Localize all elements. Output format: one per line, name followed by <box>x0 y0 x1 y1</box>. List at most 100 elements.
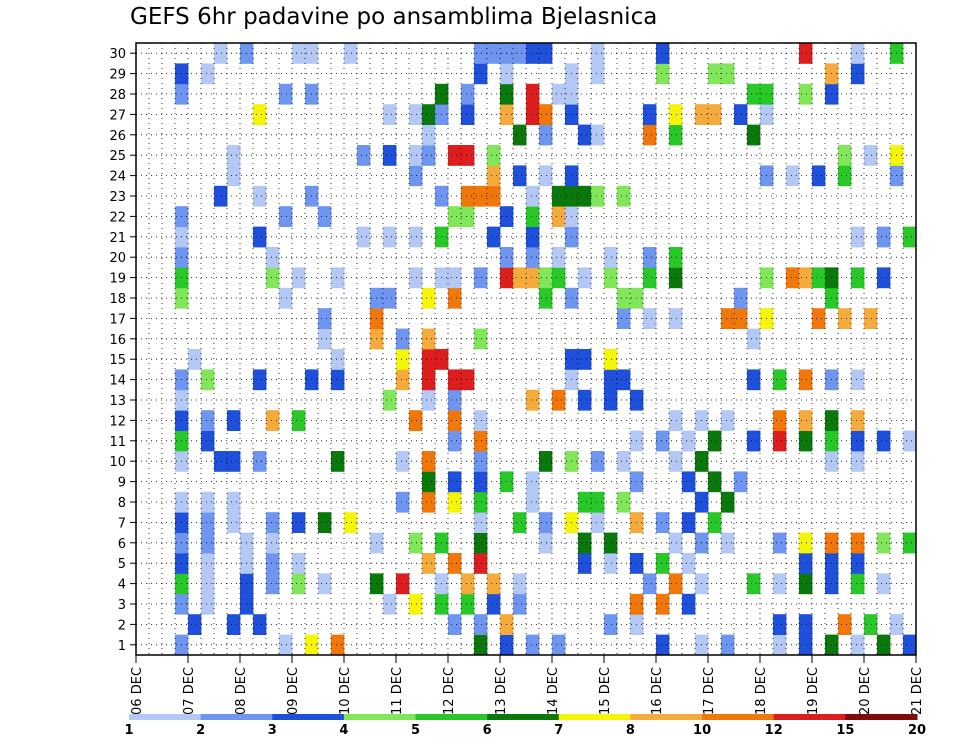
heatmap-cell <box>331 451 345 472</box>
y-tick-label: 16 <box>109 333 126 348</box>
heatmap-cell <box>578 553 592 574</box>
heatmap-cell <box>877 430 891 452</box>
heatmap-cell <box>227 491 241 513</box>
x-tick-label: 18 DEC <box>754 667 769 715</box>
heatmap-cell <box>539 43 553 64</box>
heatmap-cell <box>461 593 475 615</box>
heatmap-cell <box>682 471 696 493</box>
heatmap-cell <box>773 532 787 554</box>
heatmap-cell <box>266 247 280 268</box>
y-tick-label: 5 <box>118 557 126 572</box>
heatmap-cell <box>461 573 475 595</box>
heatmap-cell <box>747 573 761 595</box>
heatmap-cell <box>526 43 540 64</box>
heatmap-cell <box>617 308 631 329</box>
colorbar-label: 15 <box>836 723 854 738</box>
heatmap-cell <box>578 267 592 289</box>
heatmap-cell <box>578 389 592 411</box>
colorbar-label: 20 <box>908 723 926 738</box>
heatmap-cell <box>383 593 397 615</box>
heatmap-cell <box>669 247 683 268</box>
y-tick-label: 22 <box>109 210 126 225</box>
colorbar-label: 4 <box>339 723 348 738</box>
heatmap-cell <box>903 430 917 452</box>
x-axis-ticks: 06 DEC 07 DEC 08 DEC 09 DEC 10 DEC 11 DEC 12 D… <box>130 655 925 715</box>
chart-title: GEFS 6hr padavine po ansamblima Bjelasni… <box>130 4 658 30</box>
y-axis-ticks: 1234567891011121314151617181920212223242… <box>109 47 136 654</box>
heatmap-cell <box>474 267 488 289</box>
heatmap-cell <box>682 553 696 574</box>
heatmap-cell <box>851 63 865 85</box>
heatmap-cell <box>799 553 813 574</box>
x-tick-label: 09 DEC <box>286 667 301 715</box>
y-tick-label: 21 <box>109 231 126 246</box>
heatmap-cell <box>188 614 202 635</box>
colorbar-label: 8 <box>626 723 635 738</box>
colorbar-label: 10 <box>693 723 711 738</box>
y-tick-label: 11 <box>109 435 126 450</box>
heatmap-cell <box>383 104 397 125</box>
y-tick-label: 6 <box>118 537 126 552</box>
colorbar-segment <box>129 714 202 720</box>
heatmap-cell <box>422 349 436 370</box>
heatmap-cell <box>422 287 436 309</box>
heatmap-cell <box>591 451 605 472</box>
heatmap-cell <box>513 267 527 289</box>
heatmap-cell <box>851 573 865 595</box>
heatmap-cell <box>578 349 592 370</box>
heatmap-cell <box>721 63 735 85</box>
heatmap-cell <box>474 512 488 533</box>
heatmap-cell <box>747 124 761 146</box>
heatmap-cell <box>409 145 423 166</box>
y-tick-label: 8 <box>118 496 126 511</box>
heatmap-cell <box>422 124 436 146</box>
heatmap-cell <box>656 593 670 615</box>
y-tick-label: 12 <box>109 414 126 429</box>
heatmap-cell <box>448 471 462 493</box>
heatmap-cell <box>643 247 657 268</box>
colorbar-label: 7 <box>554 723 563 738</box>
heatmap-cell <box>539 165 553 187</box>
heatmap-cell <box>604 389 618 411</box>
heatmap-cell <box>669 104 683 125</box>
heatmap-cell <box>656 634 670 656</box>
heatmap-cell <box>422 389 436 411</box>
x-tick-label: 12 DEC <box>442 667 457 715</box>
y-tick-label: 18 <box>109 292 126 307</box>
heatmap-cell <box>578 491 592 513</box>
heatmap-cell <box>721 308 735 329</box>
heatmap-cell <box>656 43 670 64</box>
heatmap-cell <box>773 410 787 431</box>
heatmap-cell <box>422 328 436 350</box>
y-tick-label: 28 <box>109 88 126 103</box>
heatmap-cell <box>617 369 631 391</box>
heatmap-cell <box>253 369 267 391</box>
heatmap-cell <box>708 104 722 125</box>
heatmap-cell <box>396 573 410 595</box>
y-tick-label: 9 <box>118 476 126 491</box>
heatmap-cell <box>266 553 280 574</box>
heatmap-cell <box>292 553 306 574</box>
heatmap-cell <box>903 634 917 656</box>
heatmap-cell <box>812 267 826 289</box>
heatmap-cell <box>474 185 488 207</box>
heatmap-cell <box>396 451 410 472</box>
heatmap-cell <box>812 308 826 329</box>
heatmap-cell <box>539 512 553 533</box>
heatmap-cell <box>331 267 345 289</box>
heatmap-cell <box>201 430 215 452</box>
heatmap-cell <box>773 634 787 656</box>
heatmap-cell <box>851 634 865 656</box>
y-tick-label: 14 <box>109 374 126 389</box>
heatmap-cell <box>617 287 631 309</box>
heatmap-cell <box>682 430 696 452</box>
heatmap-cell <box>552 83 566 105</box>
x-tick-label: 10 DEC <box>338 667 353 715</box>
colorbar-segment <box>558 714 631 720</box>
x-tick-label: 14 DEC <box>546 667 561 715</box>
heatmap-cell <box>474 328 488 350</box>
y-tick-label: 25 <box>109 149 126 164</box>
heatmap-cell <box>266 573 280 595</box>
heatmap-cell <box>526 267 540 289</box>
y-tick-label: 3 <box>118 598 126 613</box>
